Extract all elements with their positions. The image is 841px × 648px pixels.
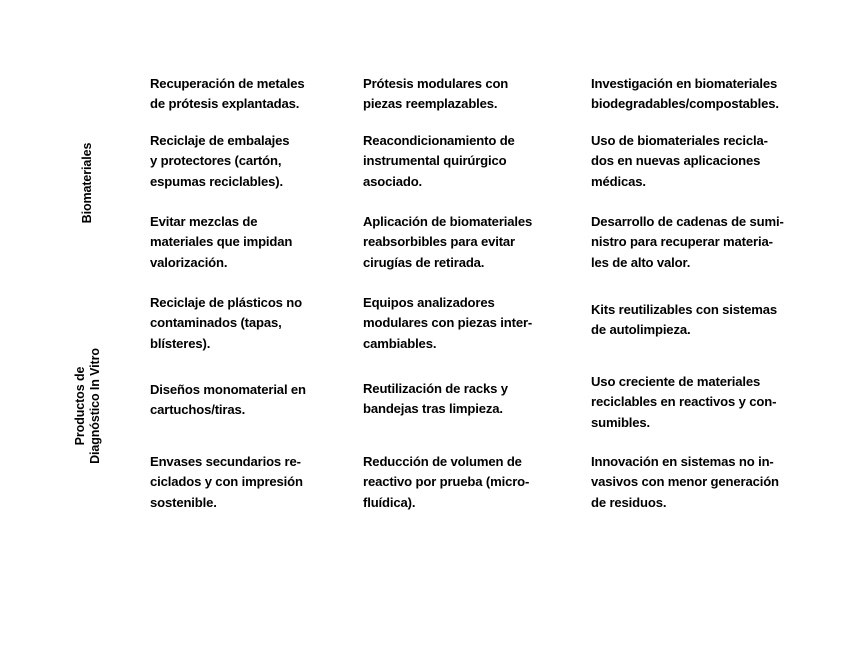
matrix-cell: Reacondicionamiento de instrumental quir…	[363, 133, 515, 189]
matrix-cell: Reducción de volumen de reactivo por pru…	[363, 454, 530, 510]
matrix-cell: Investigación en biomateriales biodegrad…	[591, 76, 779, 112]
matrix-cell: Aplicación de biomateriales reabsorbible…	[363, 214, 533, 270]
matrix-cell: Evitar mezclas de materiales que impidan…	[150, 214, 293, 270]
matrix-cell: Uso creciente de materiales reciclables …	[591, 374, 777, 430]
matrix-cell: Diseños monomaterial en cartuchos/tiras.	[150, 382, 306, 418]
matrix-cell: Envases secundarios re- ciclados y con i…	[150, 454, 303, 510]
matrix-cell: Uso de biomateriales recicla- dos en nue…	[591, 133, 768, 189]
matrix-cell: Prótesis modulares con piezas reemplazab…	[363, 76, 509, 112]
row-group-label-line: Biomateriales	[80, 142, 94, 224]
matrix-cell: Desarrollo de cadenas de sumi- nistro pa…	[591, 214, 784, 270]
row-group-label-line: Productos de	[73, 366, 87, 446]
row-group-label-line: Diagnóstico In Vitro	[88, 348, 102, 464]
row-group-label-biomateriales: Biomateriales	[80, 77, 96, 289]
matrix-cell: Innovación en sistemas no in- vasivos co…	[591, 454, 779, 510]
matrix-cell: Reciclaje de plásticos no contaminados (…	[150, 295, 302, 351]
matrix-cell: Recuperación de metales de prótesis expl…	[150, 76, 305, 112]
matrix-cell: Reutilización de racks y bandejas tras l…	[363, 381, 508, 417]
matrix-cell: Equipos analizadores modulares con pieza…	[363, 295, 533, 351]
matrix-cell: Kits reutilizables con sistemas de autol…	[591, 302, 778, 338]
matrix-cell: Reciclaje de embalajes y protectores (ca…	[150, 133, 290, 189]
row-group-label-productos-diagnostico-in-vitro: Productos de Diagnóstico In Vitro	[73, 295, 105, 517]
